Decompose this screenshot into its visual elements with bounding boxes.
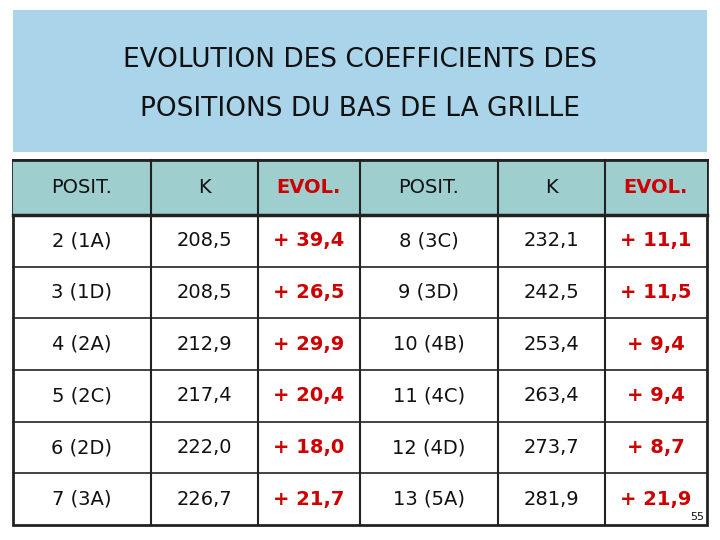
Text: 253,4: 253,4: [523, 335, 579, 354]
Text: + 9,4: + 9,4: [627, 335, 685, 354]
Text: + 26,5: + 26,5: [273, 283, 345, 302]
Text: + 8,7: + 8,7: [627, 438, 685, 457]
Text: K: K: [198, 178, 211, 197]
Text: 13 (5A): 13 (5A): [393, 490, 465, 509]
Bar: [13, 160, 707, 525]
Text: 6 (2D): 6 (2D): [51, 438, 112, 457]
Text: + 21,9: + 21,9: [620, 490, 692, 509]
Text: POSITIONS DU BAS DE LA GRILLE: POSITIONS DU BAS DE LA GRILLE: [140, 97, 580, 123]
Text: 242,5: 242,5: [523, 283, 579, 302]
Text: 12 (4D): 12 (4D): [392, 438, 466, 457]
Text: + 21,7: + 21,7: [273, 490, 345, 509]
Text: + 39,4: + 39,4: [274, 231, 344, 251]
Text: EVOL.: EVOL.: [276, 178, 341, 197]
Text: 55: 55: [690, 512, 704, 522]
Text: 208,5: 208,5: [176, 231, 232, 251]
Text: POSIT.: POSIT.: [52, 178, 112, 197]
Text: + 18,0: + 18,0: [274, 438, 344, 457]
Text: EVOL.: EVOL.: [624, 178, 688, 197]
Text: 217,4: 217,4: [176, 386, 232, 406]
Text: 10 (4B): 10 (4B): [393, 335, 465, 354]
Text: EVOLUTION DES COEFFICIENTS DES: EVOLUTION DES COEFFICIENTS DES: [123, 46, 597, 73]
Text: 5 (2C): 5 (2C): [52, 386, 112, 406]
Text: 208,5: 208,5: [176, 283, 232, 302]
Text: 226,7: 226,7: [176, 490, 232, 509]
Bar: [13, 160, 707, 215]
Text: 4 (2A): 4 (2A): [52, 335, 112, 354]
Text: + 11,5: + 11,5: [620, 283, 692, 302]
Text: 222,0: 222,0: [176, 438, 232, 457]
Text: 11 (4C): 11 (4C): [393, 386, 465, 406]
Text: 232,1: 232,1: [523, 231, 579, 251]
Text: + 20,4: + 20,4: [274, 386, 344, 406]
Text: 7 (3A): 7 (3A): [52, 490, 112, 509]
Text: POSIT.: POSIT.: [398, 178, 459, 197]
Text: 281,9: 281,9: [523, 490, 579, 509]
Text: 8 (3C): 8 (3C): [399, 231, 459, 251]
Text: + 9,4: + 9,4: [627, 386, 685, 406]
Text: 2 (1A): 2 (1A): [52, 231, 112, 251]
Text: + 11,1: + 11,1: [620, 231, 692, 251]
Text: + 29,9: + 29,9: [274, 335, 344, 354]
Text: 9 (3D): 9 (3D): [398, 283, 459, 302]
Text: K: K: [545, 178, 557, 197]
Text: 3 (1D): 3 (1D): [51, 283, 112, 302]
Text: 273,7: 273,7: [523, 438, 579, 457]
Text: 263,4: 263,4: [523, 386, 579, 406]
Text: 212,9: 212,9: [176, 335, 232, 354]
Bar: [13, 10, 707, 152]
